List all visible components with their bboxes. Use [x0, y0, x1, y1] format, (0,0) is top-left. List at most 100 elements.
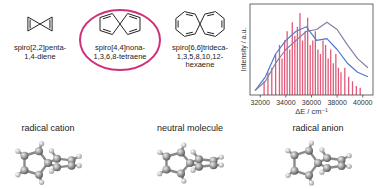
x-tick-label: 40000 [353, 99, 373, 106]
x-tick [362, 95, 363, 98]
ring [120, 14, 140, 35]
stick [317, 50, 318, 96]
hydrogen-atom [181, 142, 186, 147]
x-tick [337, 95, 338, 98]
carbon-atom [53, 155, 61, 163]
double-bond [30, 20, 31, 29]
double-bond [186, 14, 193, 16]
stick [360, 88, 361, 95]
double-bond [129, 29, 137, 32]
carbon-atom [35, 147, 43, 155]
carbon-atom [210, 161, 218, 169]
hydrogen-atom [39, 141, 44, 146]
stick [338, 68, 339, 95]
carbon-atom [305, 171, 313, 179]
double-bond [207, 14, 214, 16]
stick [299, 13, 300, 95]
plot-marks [255, 13, 368, 95]
carbon-atom [177, 170, 185, 178]
state-label: radical anion [292, 123, 343, 133]
hydrogen-atom [309, 180, 314, 185]
ring [100, 14, 120, 35]
stick [275, 54, 276, 95]
x-tick-label: 34000 [276, 99, 296, 106]
stick [328, 59, 329, 95]
x-tick-label: 32000 [251, 99, 271, 106]
carbon-atom [338, 162, 346, 170]
hydrogen-atom [219, 154, 224, 159]
spectrum-chart: 32000 34000 36000 38000 40000 ΔE / cm⁻¹ Intens… [240, 4, 373, 116]
stick [279, 45, 280, 95]
hydrogen-atom [49, 169, 54, 174]
hydrogen-atom [285, 173, 290, 178]
ring [176, 12, 200, 37]
carbon-atom [177, 148, 185, 156]
stick [340, 72, 341, 95]
carbon-atom [162, 165, 170, 173]
stick [322, 40, 323, 95]
stick [281, 59, 282, 95]
state-molecule: radical anion [285, 123, 351, 186]
double-bond [221, 20, 222, 27]
carbon-atom [290, 151, 298, 159]
molecule-structure: spiro[4,4]nona-1,3,6,8-tetraene [94, 14, 147, 61]
stick [310, 45, 311, 95]
ring [28, 17, 40, 31]
x-tick-label: 36000 [302, 99, 322, 106]
state-molecule: radical cation [15, 123, 82, 185]
hydrogen-atom [309, 140, 314, 145]
ring [200, 12, 224, 37]
stick [335, 54, 336, 95]
carbon-atom [195, 155, 203, 163]
hydrogen-atom [77, 154, 82, 159]
hydrogen-atom [191, 149, 196, 154]
hydrogen-atom [157, 171, 162, 176]
carbon-atom [186, 159, 194, 167]
x-tick [285, 95, 286, 98]
state-label: neutral molecule [157, 123, 223, 133]
carbon-atom [68, 162, 76, 170]
hydrogen-atom [219, 162, 224, 167]
hydrogen-atom [157, 150, 162, 155]
carbon-atom [323, 154, 331, 162]
stick [312, 40, 313, 95]
stick [348, 77, 349, 95]
stick [292, 22, 293, 95]
envelope-line [255, 22, 368, 90]
hydrogen-atom [347, 164, 352, 169]
plot-frame [250, 4, 373, 95]
canvas: spiro[2,2]penta-1,4-diene spiro[4,4]nona-… [0, 0, 377, 189]
carbon-atom [290, 167, 298, 175]
hydrogen-atom [191, 168, 196, 173]
double-bond [49, 20, 50, 29]
hydrogen-atom [319, 170, 324, 175]
x-tick-label: 38000 [327, 99, 347, 106]
stick [294, 36, 295, 95]
stick [344, 68, 345, 95]
stick [297, 27, 298, 95]
carbon-atom [305, 147, 313, 155]
double-bond [103, 29, 111, 32]
molecule-structure: spiro[6,6]trideca-1,3,5,8,10,12-hexaene [172, 12, 228, 69]
stick [320, 54, 321, 95]
x-axis-label: ΔE / cm⁻¹ [295, 107, 328, 116]
stick [287, 31, 288, 95]
y-axis-label: Intensity / a.u. [240, 28, 248, 72]
hydrogen-atom [49, 148, 54, 153]
stick [325, 45, 326, 95]
carbon-atom [20, 166, 28, 174]
hydrogen-atom [181, 178, 186, 183]
hydrogen-atom [285, 148, 290, 153]
molecule-structure: spiro[2,2]penta-1,4-diene [14, 17, 67, 61]
hydrogen-atom [77, 163, 82, 168]
hydrogen-atom [15, 149, 20, 154]
molecule-label: hexaene [186, 60, 215, 69]
stick [289, 50, 290, 96]
double-bond [186, 32, 193, 34]
double-bond [103, 16, 111, 19]
carbon-atom [314, 159, 322, 167]
double-bond [129, 16, 137, 19]
molecule-label: 1,3,6,8-tetraene [94, 52, 147, 61]
stick [315, 31, 316, 95]
hydrogen-atom [347, 153, 352, 158]
